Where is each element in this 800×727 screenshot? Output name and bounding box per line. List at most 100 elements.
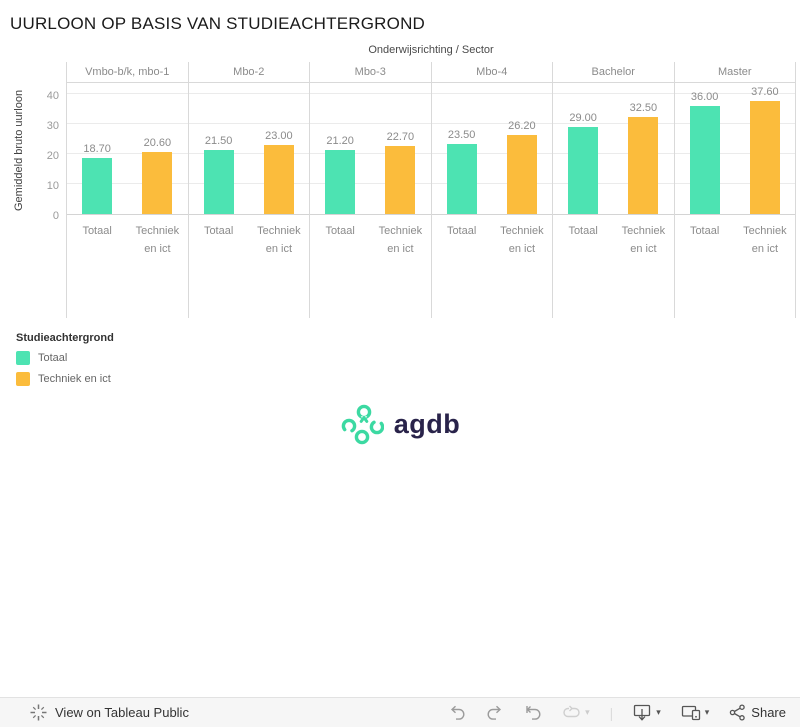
x-tick-label: Totaal xyxy=(568,225,598,237)
x-labels-row: Totaal Techniek en ict xyxy=(189,215,310,317)
legend: Studieachtergrond Totaal Techniek en ict xyxy=(16,332,800,386)
x-tick-label: Totaal xyxy=(325,225,355,237)
legend-item-label: Totaal xyxy=(38,352,68,364)
bar-slot: 18.70 xyxy=(69,83,125,214)
bar-techniek-en-ict[interactable] xyxy=(749,101,780,214)
gridline xyxy=(431,93,552,94)
y-tick-label: 0 xyxy=(52,210,59,222)
bar-totaal[interactable] xyxy=(203,149,234,214)
bars-row: 18.70 20.60 xyxy=(67,83,188,214)
tableau-toolbar: View on Tableau Public xyxy=(0,697,800,727)
gridline xyxy=(188,153,309,154)
bar-value-label: 20.60 xyxy=(143,137,172,150)
y-tick-label: 10 xyxy=(46,180,59,192)
bar-techniek-en-ict[interactable] xyxy=(385,145,416,214)
redo-button[interactable] xyxy=(486,704,504,721)
bar-totaal[interactable] xyxy=(82,157,113,214)
bar-value-label: 36.00 xyxy=(690,91,719,103)
bar-slot: 26.20 xyxy=(494,83,550,214)
bar-techniek-en-ict[interactable] xyxy=(628,116,659,214)
x-labels-row: Totaal Techniek en ict xyxy=(310,215,431,317)
gridline xyxy=(67,93,188,94)
gridline xyxy=(431,183,552,184)
bar-slot: 22.70 xyxy=(372,83,428,214)
legend-item[interactable]: Techniek en ict xyxy=(16,372,800,386)
column-header: Vmbo-b/k, mbo-1 xyxy=(67,62,188,83)
bar-value-label: 21.50 xyxy=(204,134,233,147)
column-header: Mbo-2 xyxy=(188,62,309,83)
bar-totaal[interactable] xyxy=(689,106,720,214)
bar-totaal[interactable] xyxy=(325,150,356,214)
x-tick-label: Totaal xyxy=(689,225,720,237)
gridline xyxy=(553,123,674,124)
legend-items: Totaal Techniek en ict xyxy=(16,351,800,386)
bars-row: 21.50 23.00 xyxy=(189,83,310,214)
download-caret-icon: ▾ xyxy=(656,707,661,717)
x-tick-label: Techniek en ict xyxy=(135,225,180,255)
agdb-logo-icon xyxy=(340,402,384,446)
category-panel-3: Mbo-3 21.20 22.70 Totaal Techniek en ict xyxy=(310,62,432,318)
x-labels-row: Totaal Techniek en ict xyxy=(553,215,674,317)
reset-button[interactable] xyxy=(524,704,542,721)
x-tick-label: Techniek en ict xyxy=(621,225,666,255)
legend-item-label: Techniek en ict xyxy=(38,373,111,385)
chart-body: Gemiddeld bruto uurloon 0 10 20 30 40 Vmbo-b… xyxy=(10,62,796,318)
download-button[interactable]: ▾ xyxy=(633,704,661,722)
x-tick-label: Techniek en ict xyxy=(378,225,423,255)
chart-panels: Vmbo-b/k, mbo-1 18.70 20.60 Totaal Techniek … xyxy=(66,62,796,318)
tableau-logo-icon xyxy=(30,704,47,721)
y-tick-label: 30 xyxy=(46,120,59,132)
gridline xyxy=(553,93,674,94)
x-labels-row: Totaal Techniek en ict xyxy=(432,215,553,317)
legend-item[interactable]: Totaal xyxy=(16,351,800,365)
plot-area: 18.70 20.60 xyxy=(67,83,188,215)
x-labels-row: Totaal Techniek en ict xyxy=(67,215,188,317)
bar-slot: 20.60 xyxy=(129,83,185,214)
bar-slot: 32.50 xyxy=(615,83,671,214)
bar-techniek-en-ict[interactable] xyxy=(506,135,537,214)
y-axis-title-column: Gemiddeld bruto uurloon xyxy=(10,62,28,318)
bar-totaal[interactable] xyxy=(446,143,477,214)
bar-techniek-en-ict[interactable] xyxy=(263,145,294,214)
gridline xyxy=(310,93,431,94)
device-caret-icon: ▾ xyxy=(704,707,710,717)
legend-title: Studieachtergrond xyxy=(16,332,114,344)
gridline xyxy=(431,153,552,154)
device-layout-button[interactable]: ▾ xyxy=(681,704,710,721)
column-header: Master xyxy=(674,62,795,83)
bar-value-label: 37.60 xyxy=(751,86,779,99)
plot-area: 36.00 37.60 xyxy=(674,83,795,215)
y-tick-label: 20 xyxy=(46,150,59,162)
refresh-caret-icon: ▾ xyxy=(585,707,590,717)
bar-value-label: 29.00 xyxy=(569,112,597,124)
bar-slot: 36.00 xyxy=(677,83,733,214)
category-panel-4: Mbo-4 23.50 26.20 Totaal Techniek en ict xyxy=(431,62,553,318)
category-panel-2: Mbo-2 21.50 23.00 Totaal Techniek en ict xyxy=(188,62,310,318)
x-tick-label: Techniek en ict xyxy=(743,225,787,255)
gridline xyxy=(310,123,431,124)
legend-swatch xyxy=(16,351,30,365)
column-header: Mbo-3 xyxy=(310,62,431,83)
x-tick-label: Totaal xyxy=(82,225,112,237)
top-axis-title: Onderwijsrichting / Sector xyxy=(368,44,494,56)
share-button[interactable]: Share xyxy=(729,704,786,721)
bars-row: 21.20 22.70 xyxy=(310,83,431,214)
gridline xyxy=(188,93,309,94)
x-tick-label: Totaal xyxy=(446,225,477,237)
bar-techniek-en-ict[interactable] xyxy=(142,152,173,214)
bar-value-label: 21.20 xyxy=(326,135,354,148)
x-labels-row: Totaal Techniek en ict xyxy=(675,215,796,317)
column-header: Mbo-4 xyxy=(431,62,552,83)
bar-value-label: 23.50 xyxy=(447,128,476,141)
view-on-tableau-public-label: View on Tableau Public xyxy=(55,705,189,720)
bar-totaal[interactable] xyxy=(568,127,599,214)
y-axis-ticks: 0 10 20 30 40 xyxy=(28,62,66,318)
category-panel-1: Vmbo-b/k, mbo-1 18.70 20.60 Totaal Techniek … xyxy=(67,62,189,318)
x-tick-label: Techniek en ict xyxy=(257,225,301,255)
page-title: UURLOON OP BASIS VAN STUDIEACHTERGROND xyxy=(10,14,426,33)
view-on-tableau-public-link[interactable]: View on Tableau Public xyxy=(30,704,189,721)
column-header: Bachelor xyxy=(553,62,674,83)
undo-button[interactable] xyxy=(448,704,466,721)
y-axis-title: Gemiddeld bruto uurloon xyxy=(13,89,25,211)
